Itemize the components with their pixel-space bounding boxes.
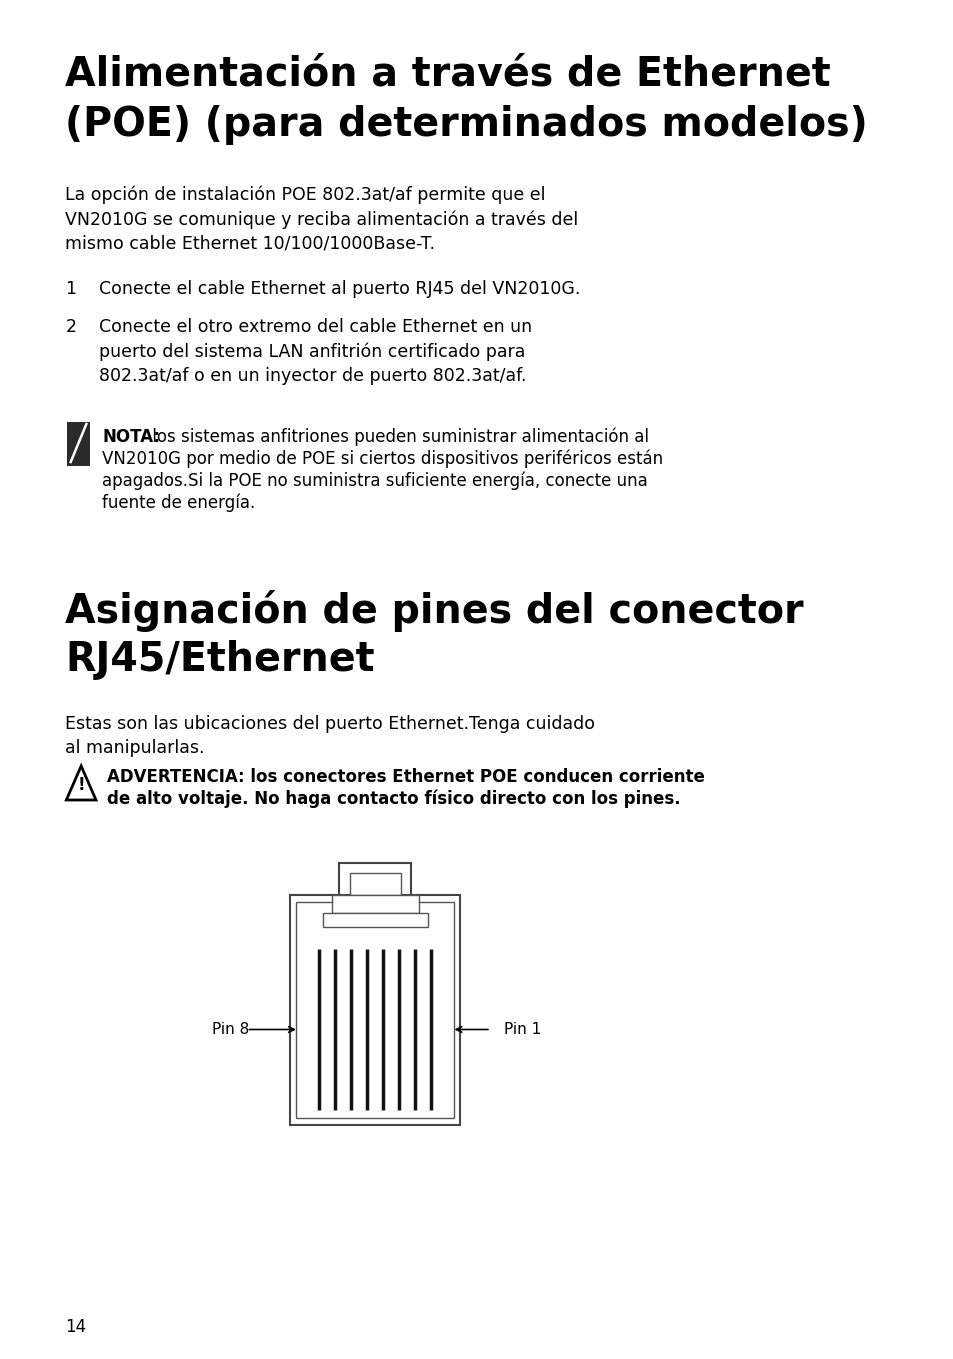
Text: de alto voltaje. No haga contacto físico directo con los pines.: de alto voltaje. No haga contacto físico… [108, 790, 680, 809]
Bar [290, 896, 459, 1125]
Text: Estas son las ubicaciones del puerto Ethernet.Tenga cuidado
al manipularlas.: Estas son las ubicaciones del puerto Eth… [66, 715, 595, 757]
Bar [322, 913, 427, 927]
Text: Pin 8: Pin 8 [212, 1022, 249, 1037]
Text: 2: 2 [66, 318, 76, 336]
Text: ADVERTENCIA: los conectores Ethernet POE conducen corriente: ADVERTENCIA: los conectores Ethernet POE… [108, 768, 704, 786]
Text: VN2010G por medio de POE si ciertos dispositivos periféricos están: VN2010G por medio de POE si ciertos disp… [102, 450, 662, 469]
Bar [339, 863, 411, 896]
Text: Alimentación a través de Ethernet: Alimentación a través de Ethernet [66, 54, 830, 95]
Text: (POE) (para determinados modelos): (POE) (para determinados modelos) [66, 105, 867, 145]
Bar [296, 902, 454, 1118]
Text: 1: 1 [66, 280, 76, 298]
Text: Conecte el otro extremo del cable Ethernet en un
puerto del sistema LAN anfitrió: Conecte el otro extremo del cable Ethern… [98, 318, 531, 386]
Text: apagados.Si la POE no suministra suficiente energía, conecte una: apagados.Si la POE no suministra suficie… [102, 472, 647, 491]
Text: Asignación de pines del conector: Asignación de pines del conector [66, 590, 803, 632]
Text: La opción de instalación POE 802.3at/af permite que el
VN2010G se comunique y re: La opción de instalación POE 802.3at/af … [66, 185, 578, 253]
Text: !: ! [77, 776, 85, 794]
Text: NOTA:: NOTA: [102, 428, 160, 446]
Text: 14: 14 [66, 1318, 87, 1336]
Text: los sistemas anfitriones pueden suministrar alimentación al: los sistemas anfitriones pueden suminist… [148, 428, 649, 447]
Bar [350, 872, 400, 896]
Text: RJ45/Ethernet: RJ45/Ethernet [66, 640, 375, 680]
Text: Pin 1: Pin 1 [503, 1022, 540, 1037]
FancyBboxPatch shape [67, 423, 90, 466]
Bar [332, 896, 418, 913]
Text: Conecte el cable Ethernet al puerto RJ45 del VN2010G.: Conecte el cable Ethernet al puerto RJ45… [98, 280, 579, 298]
Text: fuente de energía.: fuente de energía. [102, 495, 255, 512]
